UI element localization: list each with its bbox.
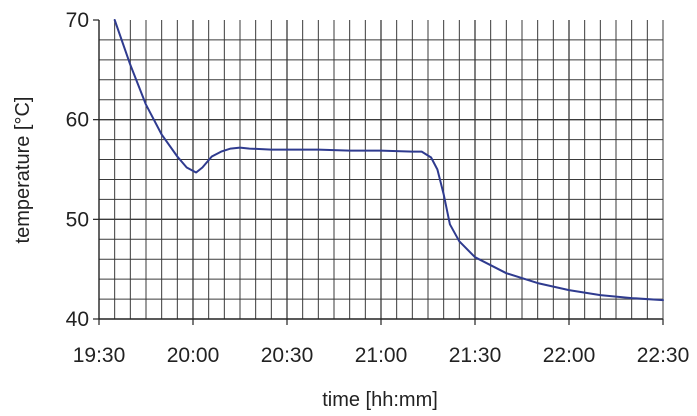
x-tick-labels: 19:30 20:00 20:30 21:00 21:30 22:00 22:30: [73, 319, 690, 367]
x-tick-label: 20:00: [167, 344, 220, 367]
y-tick-label: 40: [66, 308, 89, 331]
x-tick-label: 19:30: [73, 344, 126, 367]
x-tick-label: 20:30: [261, 344, 314, 367]
x-tick-label: 22:00: [543, 344, 596, 367]
x-tick-label: 22:30: [637, 344, 690, 367]
y-tick-label: 50: [66, 208, 89, 231]
y-tick-labels: 40 50 60 70: [66, 9, 99, 331]
x-axis-title: time [hh:mm]: [322, 389, 438, 411]
y-tick-label: 60: [66, 109, 89, 132]
y-axis-title: temperature [°C]: [12, 97, 34, 244]
x-tick-label: 21:30: [449, 344, 502, 367]
gridlines: [99, 20, 663, 319]
x-tick-label: 21:00: [355, 344, 408, 367]
series-group: [113, 19, 664, 302]
temperature-series-line: [113, 19, 664, 302]
y-tick-label: 70: [66, 9, 89, 32]
